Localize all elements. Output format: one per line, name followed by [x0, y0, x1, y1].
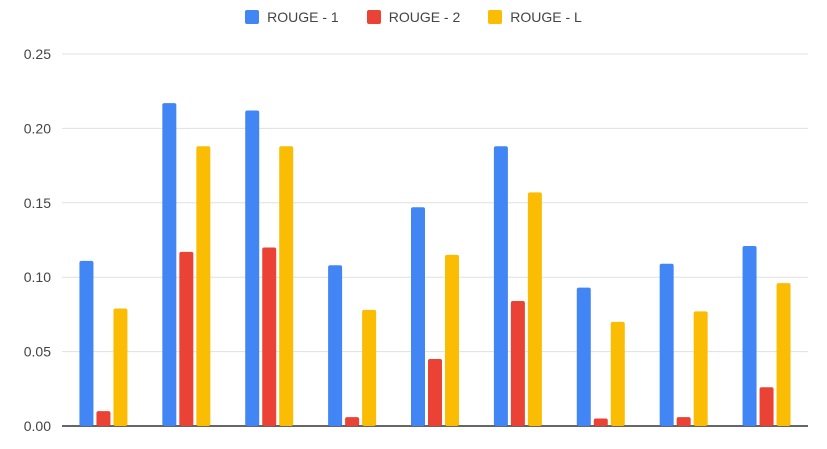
y-tick-label: 0.10: [24, 269, 51, 285]
y-tick-label: 0.15: [24, 195, 51, 211]
bar-rouge-1[interactable]: [328, 265, 343, 426]
bar-rouge-2[interactable]: [759, 387, 774, 426]
bar-rouge-2[interactable]: [428, 359, 442, 426]
bar-rouge-1[interactable]: [576, 287, 591, 426]
legend-swatch-rouge-1: [245, 10, 260, 24]
chart-legend: ROUGE - 1 ROUGE - 2 ROUGE - L: [0, 9, 827, 25]
legend-label-rouge-2: ROUGE - 2: [388, 9, 461, 25]
bar-rouge-2[interactable]: [676, 417, 691, 426]
bar-rouge-l[interactable]: [610, 321, 625, 426]
legend-item-rouge-1[interactable]: ROUGE - 1: [245, 9, 339, 25]
bar-rouge-l[interactable]: [693, 311, 708, 426]
bar-rouge-1[interactable]: [742, 245, 757, 426]
bar-rouge-2[interactable]: [593, 418, 608, 426]
bar-rouge-l[interactable]: [776, 283, 791, 426]
y-tick-label: 0.05: [24, 344, 51, 360]
bar-rouge-2[interactable]: [345, 417, 360, 426]
bar-rouge-2[interactable]: [262, 247, 277, 426]
y-tick-label: 0.00: [24, 418, 51, 434]
bar-rouge-2[interactable]: [179, 251, 194, 426]
bar-rouge-2[interactable]: [96, 411, 111, 426]
legend-label-rouge-l: ROUGE - L: [510, 9, 582, 25]
y-tick-label: 0.25: [24, 46, 51, 62]
bar-rouge-l[interactable]: [362, 309, 377, 426]
bar-rouge-l[interactable]: [527, 192, 542, 426]
legend-swatch-rouge-l: [488, 10, 503, 24]
legend-swatch-rouge-2: [366, 10, 381, 24]
bar-rouge-l[interactable]: [113, 308, 128, 426]
y-tick-label: 0.20: [24, 120, 51, 136]
bar-rouge-l[interactable]: [196, 146, 211, 427]
bar-rouge-1[interactable]: [79, 260, 94, 426]
legend-item-rouge-l[interactable]: ROUGE - L: [488, 9, 582, 25]
bar-rouge-l[interactable]: [279, 146, 294, 427]
bar-rouge-1[interactable]: [245, 110, 260, 426]
bar-rouge-1[interactable]: [659, 263, 674, 426]
legend-item-rouge-2[interactable]: ROUGE - 2: [366, 9, 461, 25]
bar-rouge-1[interactable]: [493, 146, 508, 427]
bar-rouge-1[interactable]: [162, 103, 177, 426]
bar-rouge-1[interactable]: [411, 207, 425, 426]
bar-rouge-l[interactable]: [445, 254, 459, 426]
bar-rouge-2[interactable]: [510, 301, 525, 426]
legend-label-rouge-1: ROUGE - 1: [267, 9, 339, 25]
